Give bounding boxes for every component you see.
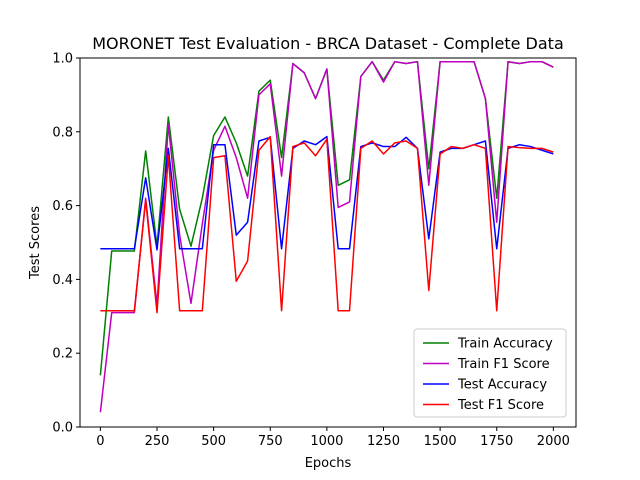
legend-label: Train Accuracy [457, 337, 553, 352]
y-tick-label: 0.8 [52, 125, 73, 140]
x-tick-label: 2000 [537, 434, 570, 449]
legend-label: Test F1 Score [457, 398, 544, 413]
legend: Train Accuracy Train F1 Score Test Accurac… [413, 328, 567, 418]
x-tick-label: 1500 [424, 434, 457, 449]
x-tick-label: 250 [145, 434, 170, 449]
legend-label: Train F1 Score [457, 357, 550, 372]
legend-box [413, 328, 567, 418]
ticks-layer: 0 250 500 750 1000 1250 1500 1750 2000 0.0 0.2 0.4 0… [52, 52, 570, 450]
x-tick-label: 1000 [310, 434, 343, 449]
y-tick-label: 0.2 [52, 347, 73, 362]
y-tick-label: 1.0 [52, 52, 73, 67]
x-tick-label: 1750 [480, 434, 513, 449]
legend-label: Test Accuracy [457, 378, 547, 393]
series-layer [99, 60, 554, 413]
y-tick-label: 0.0 [52, 421, 73, 436]
x-tick-label: 750 [258, 434, 283, 449]
plot-frame [79, 57, 577, 428]
series-line-train-f1-score [99, 60, 554, 413]
y-axis-title: Test Scores [28, 206, 43, 280]
x-axis-title: Epochs [305, 456, 352, 471]
series-line-test-f1-score [100, 135, 554, 314]
chart-title: MORONET Test Evaluation - BRCA Dataset -… [92, 34, 564, 53]
x-tick-label: 0 [96, 434, 104, 449]
x-tick-label: 500 [201, 434, 226, 449]
series-line-test-accuracy [100, 135, 554, 251]
y-tick-label: 0.6 [52, 199, 73, 214]
x-tick-label: 1250 [367, 434, 400, 449]
y-tick-label: 0.4 [52, 273, 73, 288]
